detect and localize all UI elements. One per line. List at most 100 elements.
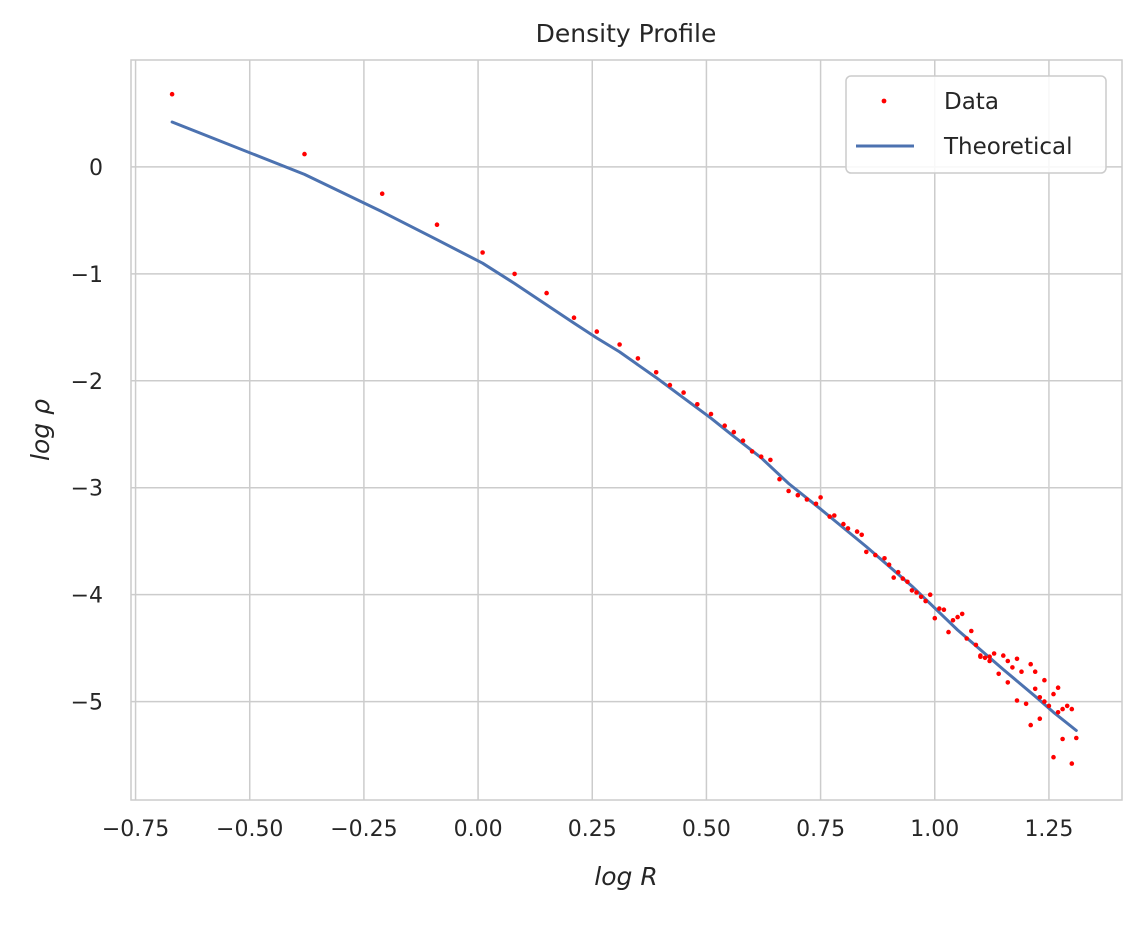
data-point	[946, 629, 951, 635]
data-point	[594, 329, 600, 334]
data-point	[480, 250, 485, 255]
data-point	[982, 655, 988, 661]
data-point	[1069, 761, 1075, 766]
data-point	[740, 438, 746, 444]
x-tick-label: 0.75	[796, 817, 845, 842]
data-point	[895, 569, 901, 575]
data-point	[434, 222, 440, 227]
data-point	[987, 654, 992, 659]
data-point	[695, 402, 700, 407]
data-point	[1005, 680, 1011, 685]
data-point	[1014, 656, 1020, 662]
data-point	[813, 501, 819, 507]
data-point	[1037, 716, 1043, 721]
data-point	[1055, 710, 1061, 715]
data-point	[379, 191, 385, 196]
data-point	[1074, 735, 1079, 741]
data-point	[1042, 677, 1047, 683]
data-point	[1028, 722, 1033, 728]
data-point	[667, 382, 673, 388]
data-point	[955, 614, 960, 620]
legend-label-data: Data	[944, 89, 999, 115]
x-tick-label: −0.25	[330, 817, 397, 842]
x-tick-label: −0.75	[102, 817, 169, 842]
data-point	[854, 529, 860, 534]
data-point	[959, 611, 965, 617]
data-point	[909, 588, 915, 593]
data-point	[1064, 703, 1070, 709]
data-point	[827, 514, 832, 519]
data-point	[681, 390, 686, 395]
data-point	[891, 575, 896, 580]
data-point	[987, 658, 992, 664]
data-point	[832, 513, 837, 518]
data-point	[1010, 665, 1015, 670]
data-point	[169, 91, 175, 97]
y-tick-label: −3	[71, 477, 103, 502]
data-point	[653, 370, 659, 375]
y-tick-label: −5	[71, 691, 103, 716]
y-axis-label: log ρ	[26, 399, 55, 461]
data-point	[932, 615, 938, 621]
data-point	[882, 556, 887, 561]
data-point	[1019, 669, 1024, 674]
data-point	[1032, 686, 1038, 692]
data-point	[973, 642, 979, 648]
data-point	[978, 654, 983, 659]
data-point	[841, 521, 846, 527]
data-point	[873, 552, 878, 558]
data-point	[996, 671, 1001, 677]
y-tick-label: −4	[71, 584, 103, 609]
data-point	[571, 315, 577, 321]
data-point	[937, 606, 942, 611]
x-tick-label: 0.25	[568, 817, 617, 842]
grid	[131, 60, 1122, 800]
y-tick-label: −1	[71, 263, 103, 288]
data-point	[1042, 699, 1047, 704]
data-point	[1055, 685, 1061, 690]
y-tick-labels: 0 −1 −2 −3 −4 −5	[71, 156, 103, 716]
data-point	[1051, 691, 1056, 697]
data-point	[749, 449, 755, 454]
data-point	[964, 636, 969, 641]
data-point	[1014, 698, 1020, 703]
legend-data-marker	[881, 98, 887, 104]
legend: Data Theoretical	[845, 75, 1107, 174]
data-point	[731, 429, 737, 435]
data-point	[886, 562, 892, 567]
data-point	[859, 532, 864, 538]
legend-box	[845, 75, 1107, 174]
data-point	[1060, 706, 1065, 712]
data-point	[302, 151, 307, 157]
data-point	[1037, 695, 1043, 700]
x-tick-label: 1.25	[1024, 817, 1073, 842]
y-tick-label: 0	[89, 156, 103, 181]
data-point	[1051, 754, 1056, 760]
data-point	[1023, 701, 1029, 707]
x-axis-label: log R	[594, 862, 657, 891]
data-point	[950, 618, 956, 623]
data-point	[795, 492, 801, 498]
data-point	[1032, 669, 1038, 674]
data-point	[845, 526, 851, 531]
data-point	[1005, 658, 1011, 664]
data-point	[758, 454, 764, 460]
data-point	[777, 476, 782, 482]
x-tick-labels: −0.75 −0.50 −0.25 0.00 0.25 0.50 0.75 1.00 1.25	[102, 817, 1074, 842]
data-point	[768, 457, 773, 463]
data-point	[969, 628, 974, 634]
data-point	[544, 290, 549, 296]
data-point	[923, 598, 928, 604]
data-point	[864, 549, 869, 555]
data-point	[1001, 653, 1006, 658]
data-point	[941, 607, 947, 612]
data-point	[1046, 703, 1052, 709]
data-point	[818, 495, 823, 500]
data-point	[786, 488, 791, 494]
data-point	[804, 497, 810, 502]
data-point	[512, 271, 517, 277]
x-tick-label: 0.00	[454, 817, 503, 842]
plot-area	[131, 60, 1122, 800]
legend-label-theoretical: Theoretical	[943, 134, 1073, 160]
